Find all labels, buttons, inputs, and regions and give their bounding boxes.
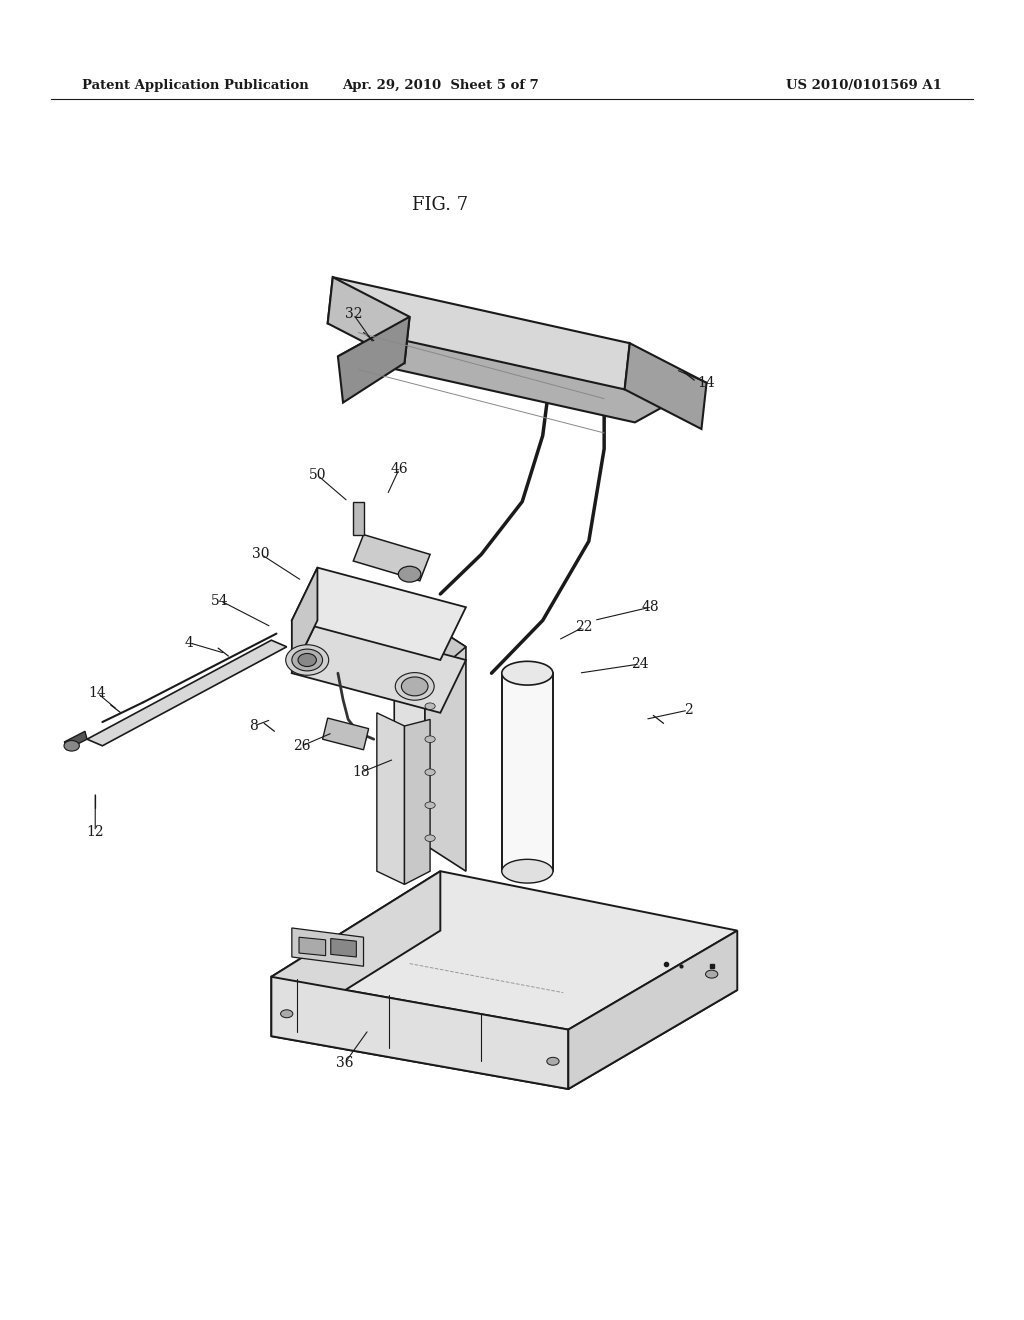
Text: Patent Application Publication: Patent Application Publication bbox=[82, 79, 308, 92]
Text: 14: 14 bbox=[697, 376, 716, 389]
Ellipse shape bbox=[286, 644, 329, 676]
Ellipse shape bbox=[425, 836, 435, 842]
Polygon shape bbox=[292, 568, 317, 673]
Text: US 2010/0101569 A1: US 2010/0101569 A1 bbox=[786, 79, 942, 92]
Ellipse shape bbox=[502, 859, 553, 883]
Polygon shape bbox=[568, 931, 737, 1089]
Polygon shape bbox=[338, 317, 707, 422]
Polygon shape bbox=[377, 713, 404, 884]
Ellipse shape bbox=[63, 741, 80, 751]
Text: 24: 24 bbox=[631, 657, 649, 671]
Text: 12: 12 bbox=[86, 825, 104, 838]
Polygon shape bbox=[271, 931, 737, 1089]
Polygon shape bbox=[299, 937, 326, 956]
Ellipse shape bbox=[425, 702, 435, 709]
Polygon shape bbox=[328, 277, 630, 389]
Polygon shape bbox=[404, 719, 430, 884]
Polygon shape bbox=[323, 718, 369, 750]
Text: 36: 36 bbox=[336, 1056, 354, 1069]
Polygon shape bbox=[353, 502, 364, 535]
Polygon shape bbox=[292, 928, 364, 966]
Text: 46: 46 bbox=[390, 462, 409, 475]
Ellipse shape bbox=[401, 677, 428, 696]
Polygon shape bbox=[87, 640, 287, 746]
Polygon shape bbox=[394, 620, 466, 673]
Text: 4: 4 bbox=[185, 636, 194, 649]
Polygon shape bbox=[292, 620, 466, 713]
Polygon shape bbox=[292, 568, 466, 660]
Text: 32: 32 bbox=[344, 308, 362, 321]
Text: 30: 30 bbox=[252, 548, 270, 561]
Text: 8: 8 bbox=[250, 719, 258, 733]
Polygon shape bbox=[394, 620, 425, 871]
Text: 18: 18 bbox=[352, 766, 371, 779]
Polygon shape bbox=[425, 620, 466, 871]
Ellipse shape bbox=[425, 737, 435, 742]
Ellipse shape bbox=[398, 566, 421, 582]
Polygon shape bbox=[331, 939, 356, 957]
Polygon shape bbox=[353, 535, 430, 581]
Text: 14: 14 bbox=[88, 686, 106, 700]
Ellipse shape bbox=[281, 1010, 293, 1018]
Text: 50: 50 bbox=[308, 469, 327, 482]
Text: 2: 2 bbox=[684, 704, 692, 717]
Polygon shape bbox=[502, 673, 553, 871]
Polygon shape bbox=[625, 343, 707, 429]
Ellipse shape bbox=[298, 653, 316, 667]
Polygon shape bbox=[65, 731, 87, 750]
Polygon shape bbox=[271, 977, 568, 1089]
Polygon shape bbox=[271, 871, 440, 1036]
Ellipse shape bbox=[425, 801, 435, 808]
Text: FIG. 7: FIG. 7 bbox=[413, 195, 468, 214]
Ellipse shape bbox=[425, 768, 435, 776]
Text: 48: 48 bbox=[641, 601, 659, 614]
Ellipse shape bbox=[706, 970, 718, 978]
Text: Apr. 29, 2010  Sheet 5 of 7: Apr. 29, 2010 Sheet 5 of 7 bbox=[342, 79, 539, 92]
Text: 26: 26 bbox=[293, 739, 311, 752]
Text: 54: 54 bbox=[211, 594, 229, 607]
Polygon shape bbox=[271, 871, 737, 1030]
Text: 22: 22 bbox=[574, 620, 593, 634]
Polygon shape bbox=[328, 277, 410, 363]
Ellipse shape bbox=[395, 673, 434, 700]
Polygon shape bbox=[338, 317, 410, 403]
Ellipse shape bbox=[547, 1057, 559, 1065]
Ellipse shape bbox=[292, 649, 323, 671]
Ellipse shape bbox=[502, 661, 553, 685]
